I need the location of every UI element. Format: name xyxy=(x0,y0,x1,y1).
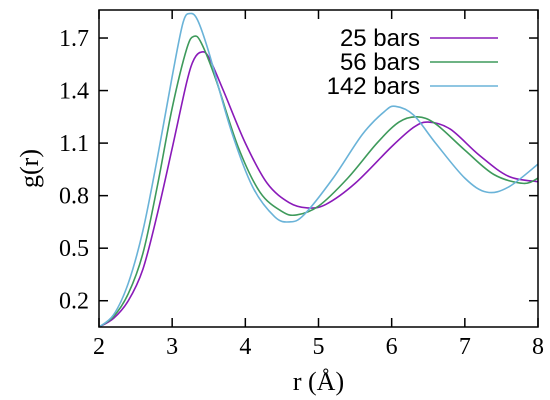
series-layer xyxy=(99,12,538,327)
x-tick-label: 7 xyxy=(459,334,471,360)
series-line-3 xyxy=(99,12,538,327)
legend-label-2: 56 bars xyxy=(340,49,420,76)
x-tick-label: 5 xyxy=(313,334,325,360)
x-axis-title: r (Å) xyxy=(293,367,344,396)
legend-label-3: 142 bars xyxy=(327,73,420,100)
y-tick-label: 0.2 xyxy=(59,289,89,315)
y-tick-label: 1.4 xyxy=(59,79,89,105)
y-tick-label: 1.1 xyxy=(59,131,89,157)
x-tick-label: 4 xyxy=(239,334,251,360)
plot-frame xyxy=(98,9,539,328)
y-axis-title: g(r) xyxy=(15,149,44,188)
ticks-layer: 2 3 4 5 6 7 8 0.2 0.5 0.8 1.1 1.4 1.7 xyxy=(59,10,544,360)
x-tick-label: 8 xyxy=(532,334,544,360)
y-tick-label: 1.7 xyxy=(59,26,89,52)
y-tick-label: 0.5 xyxy=(59,236,89,262)
x-tick-label: 3 xyxy=(166,334,178,360)
series-line-1 xyxy=(99,51,538,327)
y-tick-label: 0.8 xyxy=(59,184,89,210)
series-line-2 xyxy=(99,35,538,327)
legend-label-1: 25 bars xyxy=(340,25,420,52)
x-tick-label: 6 xyxy=(386,334,398,360)
x-tick-label: 2 xyxy=(93,334,105,360)
